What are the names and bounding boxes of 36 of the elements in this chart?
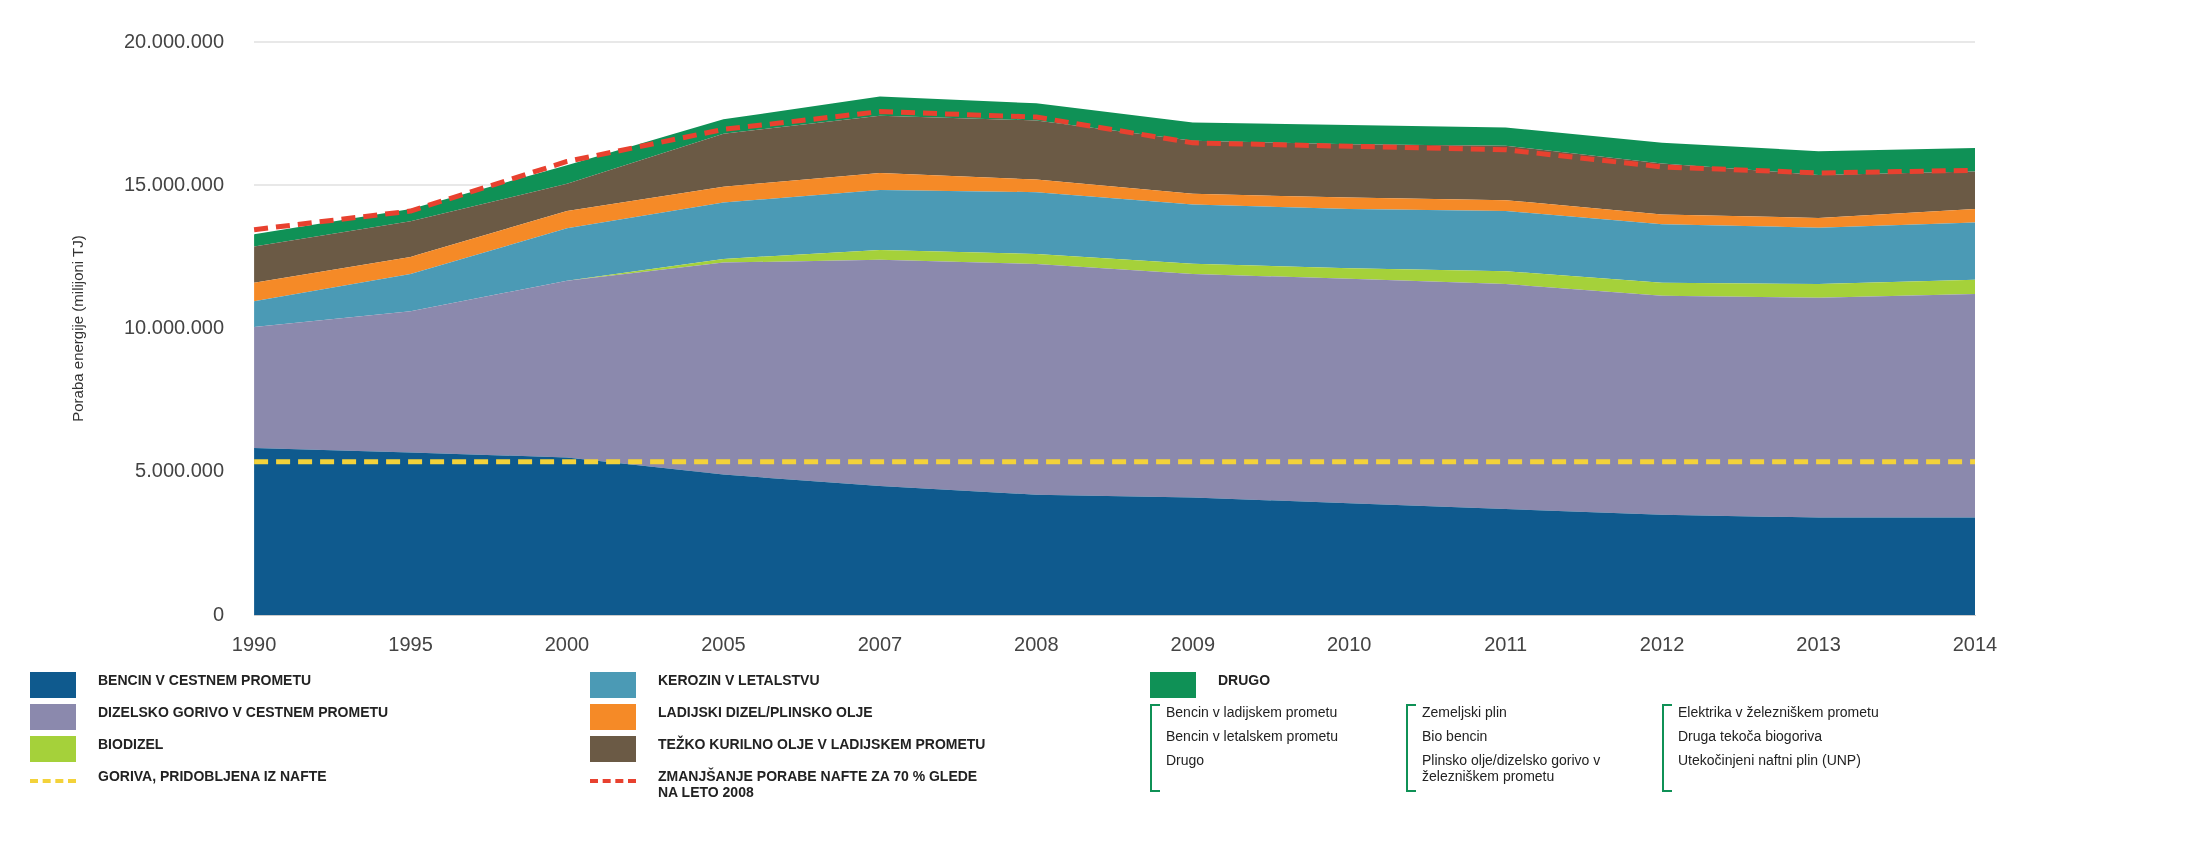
text: Zemeljski plin	[1422, 704, 1508, 720]
x-tick-label: 2011	[1484, 632, 1528, 655]
x-tick-label: 2014	[1952, 632, 1998, 655]
x-tick-label: 2000	[544, 632, 590, 655]
legend-label: DIZELSKO GORIVO V CESTNEM PROMETU	[98, 704, 390, 720]
x-tick-label: 2010	[1326, 632, 1372, 655]
text: Bencin v letalskem prometu	[1166, 728, 1339, 744]
legend-label: TEŽKO KURILNO OLJE V LADIJSKEM PROMETU	[658, 736, 987, 752]
legend-label: GORIVA, PRIDOBLJENA IZ NAFTE	[98, 768, 328, 784]
legend-label: BENCIN V CESTNEM PROMETU	[98, 672, 313, 688]
y-tick-label: 10.000.000	[123, 316, 225, 339]
y-axis-title: Poraba energije (milijoni TJ)	[69, 235, 87, 422]
x-tick-label: 1990	[231, 632, 277, 655]
y-tick-label: 15.000.000	[123, 172, 225, 195]
x-tick-label: 2008	[1014, 632, 1059, 655]
x-tick-label: 2007	[857, 632, 903, 655]
text: Plinsko olje/dizelsko gorivo v železniškem prometu	[1422, 752, 1602, 784]
x-tick-label: 2012	[1639, 632, 1685, 655]
legend-label: DRUGO	[1218, 672, 1272, 688]
x-tick-label: 2009	[1170, 632, 1216, 655]
x-tick-label: 2013	[1796, 632, 1841, 655]
text: Utekočinjeni naftni plin (UNP)	[1678, 752, 1862, 768]
legend-label: ZMANJŠANJE PORABE NAFTE ZA 70 % GLEDE NA LETO 2008	[658, 768, 979, 800]
x-tick-label: 1995	[388, 632, 433, 655]
text: Druga tekoča biogoriva	[1678, 728, 1823, 744]
y-tick-label: 5.000.000	[135, 459, 225, 482]
text: Bio bencin	[1422, 728, 1489, 744]
text: Drugo	[1166, 752, 1206, 768]
y-tick-label: 20.000.000	[123, 29, 225, 52]
text: Elektrika v železniškem prometu	[1678, 704, 1880, 720]
x-tick-label: 2005	[701, 632, 746, 655]
legend-label: BIODIZEL	[98, 736, 165, 752]
y-tick-label: 0	[212, 602, 225, 625]
legend-label: KEROZIN V LETALSTVU	[658, 672, 821, 688]
text: Bencin v ladijskem prometu	[1166, 704, 1339, 720]
legend-label: LADIJSKI DIZEL/PLINSKO OLJE	[658, 704, 874, 720]
